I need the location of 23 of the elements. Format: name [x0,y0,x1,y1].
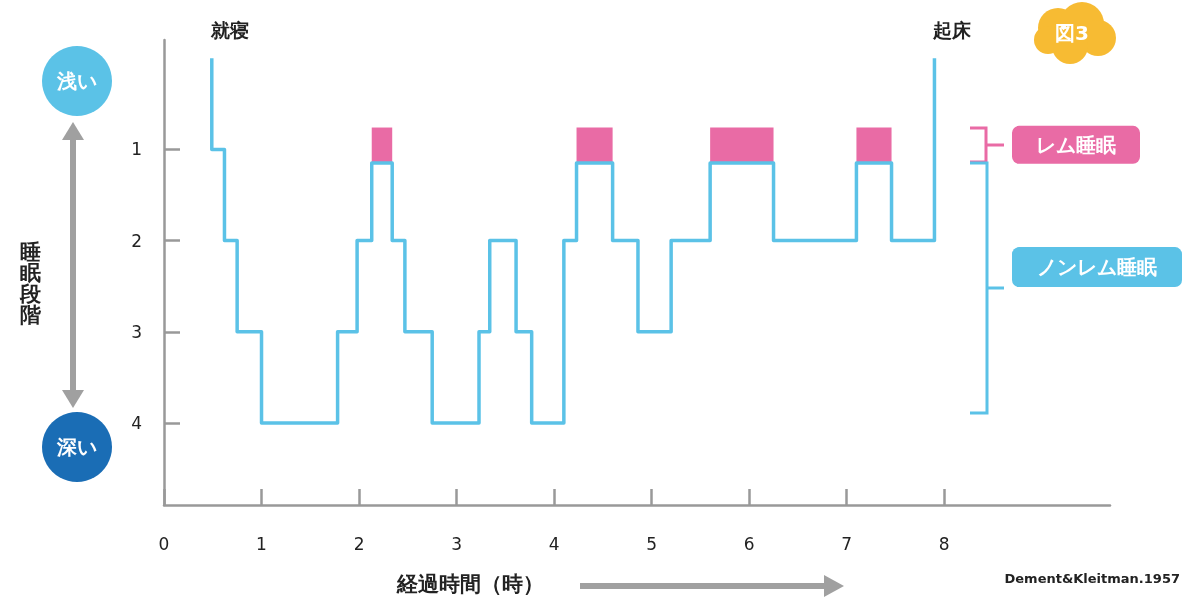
annotation: レム睡眠 [1036,132,1116,157]
x-tick-label: 7 [841,533,853,554]
y-tick-label: 1 [131,139,142,160]
x-tick-label: 1 [256,533,267,554]
y-tick-label: 2 [131,230,142,251]
x-tick-label: 0 [158,533,170,554]
x-tick-label: 3 [451,533,462,554]
annotation: 図3 [1055,21,1089,45]
x-tick-label: 8 [938,533,950,554]
y-axis-title: 睡眠段階 [18,239,42,327]
x-axis-title: 経過時間（時） [395,572,544,596]
x-tick-label: 2 [353,533,365,554]
x-tick-label: 6 [743,533,755,554]
annotation: 就寝 [209,19,249,42]
text: Dement&Kleitman.1957 [1004,570,1180,586]
annotation: ノンレム睡眠 [1037,255,1157,280]
y-tick-label: 4 [131,412,142,433]
x-tick-label: 5 [646,533,658,554]
text: 浅い [56,69,97,93]
x-tick-label: 4 [548,533,560,554]
annotation: 起床 [932,19,973,42]
y-tick-label: 3 [131,321,142,342]
text: 深い [56,435,97,459]
